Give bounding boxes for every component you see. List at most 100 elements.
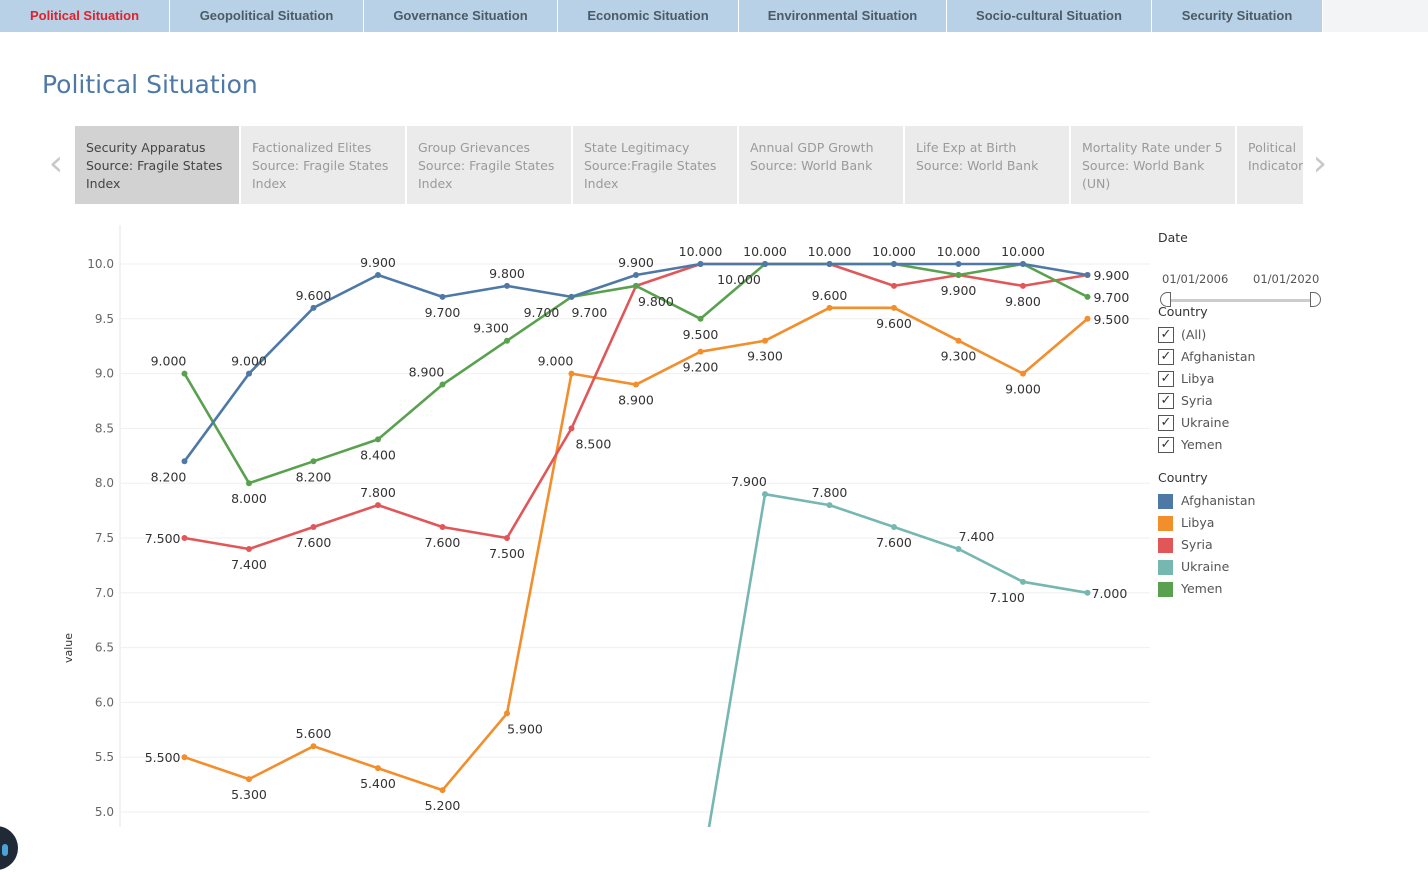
slider-handle-start[interactable]: [1160, 292, 1171, 307]
data-point-syria: [568, 425, 575, 432]
data-label-yemen: 9.700: [524, 305, 560, 320]
data-label-yemen: 8.400: [360, 447, 396, 462]
country-filter-label: Syria: [1181, 393, 1213, 408]
indicator-card-mortality-rate[interactable]: Mortality Rate under 5 Source: World Ban…: [1071, 126, 1235, 204]
chevron-right-icon[interactable]: ›: [1312, 143, 1328, 184]
data-point-afghanistan: [762, 261, 768, 267]
data-point-yemen: [504, 337, 510, 344]
y-tick-label: 6.5: [95, 641, 114, 655]
country-filter-title: Country: [1158, 304, 1208, 319]
data-point-libya: [181, 754, 188, 761]
checkbox-checked-icon[interactable]: ✓: [1158, 327, 1174, 343]
indicator-card-line: Index: [252, 176, 287, 191]
data-point-syria: [181, 535, 188, 541]
indicator-card-state-legitimacy[interactable]: State Legitimacy Source:Fragile States I…: [573, 126, 737, 204]
indicator-card-line: Life Exp at Birth: [916, 140, 1017, 155]
data-label-syria: 8.500: [576, 436, 612, 451]
data-label-syria: 7.600: [425, 535, 461, 550]
indicator-card-group-grievances[interactable]: Group Grievances Source: Fragile States …: [407, 126, 571, 204]
top-nav: Political Situation Geopolitical Situati…: [0, 0, 1428, 32]
tab-geopolitical-situation[interactable]: Geopolitical Situation: [170, 0, 364, 32]
checkbox-checked-icon[interactable]: ✓: [1158, 371, 1174, 387]
tab-socio-cultural-situation[interactable]: Socio-cultural Situation: [947, 0, 1152, 32]
data-point-ukraine: [826, 502, 833, 509]
tab-political-situation[interactable]: Political Situation: [0, 0, 170, 32]
data-point-ukraine: [1084, 589, 1091, 596]
data-label-ukraine: 7.800: [812, 485, 848, 500]
help-bubble-icon[interactable]: [0, 826, 18, 870]
legend-swatch: [1158, 559, 1173, 575]
data-point-afghanistan: [439, 293, 446, 300]
indicator-card-line: Index: [86, 176, 121, 191]
y-axis-label: value: [62, 633, 75, 663]
slider-track[interactable]: [1164, 299, 1316, 302]
data-label-syria: 7.500: [145, 531, 181, 546]
data-point-syria: [375, 502, 381, 509]
data-label-afghanistan: 10.000: [1001, 244, 1045, 259]
data-label-libya: 5.500: [145, 750, 181, 765]
legend-item-ukraine[interactable]: Ukraine: [1158, 556, 1338, 578]
indicator-card-factionalized-elites[interactable]: Factionalized Elites Source: Fragile Sta…: [241, 126, 405, 204]
data-label-libya: 9.200: [683, 360, 719, 375]
date-to-label: 01/01/2020: [1253, 272, 1320, 286]
checkbox-checked-icon[interactable]: ✓: [1158, 393, 1174, 409]
indicator-card-political-indicator[interactable]: Political Indicator: [1237, 126, 1303, 204]
tab-security-situation[interactable]: Security Situation: [1152, 0, 1323, 32]
y-tick-label: 7.5: [95, 531, 114, 545]
y-tick-label: 10.0: [87, 257, 114, 271]
legend-item-yemen[interactable]: Yemen: [1158, 578, 1338, 600]
y-tick-label: 7.0: [95, 586, 114, 600]
checkbox-checked-icon[interactable]: ✓: [1158, 437, 1174, 453]
country-filter-libya[interactable]: ✓ Libya: [1158, 368, 1338, 390]
y-tick-label: 9.5: [95, 312, 114, 326]
tab-economic-situation[interactable]: Economic Situation: [558, 0, 739, 32]
indicator-carousel: ‹ Security Apparatus Source: Fragile Sta…: [42, 126, 1342, 204]
data-label-libya: 8.900: [618, 393, 654, 408]
indicator-card-security-apparatus[interactable]: Security Apparatus Source: Fragile State…: [75, 126, 239, 204]
country-filter-ukraine[interactable]: ✓ Ukraine: [1158, 412, 1338, 434]
data-point-yemen: [697, 315, 704, 322]
checkbox-checked-icon[interactable]: ✓: [1158, 415, 1174, 431]
data-label-yemen: 9.500: [683, 327, 719, 342]
y-tick-label: 5.0: [95, 805, 114, 819]
data-point-yemen: [375, 436, 381, 443]
tab-governance-situation[interactable]: Governance Situation: [364, 0, 558, 32]
country-filter-yemen[interactable]: ✓ Yemen: [1158, 434, 1338, 456]
legend-item-syria[interactable]: Syria: [1158, 534, 1338, 556]
data-point-syria: [310, 524, 317, 531]
data-label-ukraine: 7.900: [731, 474, 767, 489]
indicator-card-life-exp-at-birth[interactable]: Life Exp at Birth Source: World Bank: [905, 126, 1069, 204]
data-label-ukraine: 7.600: [876, 535, 912, 550]
indicator-card-line: Source: World Bank: [750, 158, 873, 173]
legend-item-libya[interactable]: Libya: [1158, 512, 1338, 534]
indicator-card-annual-gdp-growth[interactable]: Annual GDP Growth Source: World Bank: [739, 126, 903, 204]
legend-item-afghanistan[interactable]: Afghanistan: [1158, 490, 1338, 512]
indicator-card-line: Mortality Rate under 5: [1082, 140, 1223, 155]
data-point-syria: [504, 535, 510, 541]
data-point-libya: [504, 710, 510, 717]
tab-environmental-situation[interactable]: Environmental Situation: [739, 0, 947, 32]
checkbox-checked-icon[interactable]: ✓: [1158, 349, 1174, 365]
indicator-card-line: Source: Fragile States: [86, 158, 223, 173]
data-point-afghanistan: [310, 304, 317, 311]
indicator-card-line: State Legitimacy: [584, 140, 690, 155]
data-point-libya: [697, 348, 704, 355]
legend-swatch: [1158, 581, 1173, 597]
slider-handle-end[interactable]: [1310, 292, 1321, 307]
data-label-afghanistan: 10.000: [679, 244, 723, 259]
country-filter-afghanistan[interactable]: ✓ Afghanistan: [1158, 346, 1338, 368]
data-point-yemen: [1084, 293, 1091, 300]
data-label-ukraine: 7.000: [1092, 586, 1128, 601]
country-filter-syria[interactable]: ✓ Syria: [1158, 390, 1338, 412]
data-label-syria: 9.900: [941, 283, 977, 298]
country-filter-label: Yemen: [1181, 437, 1223, 452]
country-filter-all[interactable]: ✓ (All): [1158, 324, 1338, 346]
indicator-card-line: Indicator: [1248, 158, 1303, 173]
indicator-card-line: Source: Fragile States: [418, 158, 555, 173]
data-label-afghanistan: 8.200: [151, 469, 187, 484]
chevron-left-icon[interactable]: ‹: [48, 143, 64, 184]
data-label-libya: 9.300: [941, 349, 977, 364]
indicator-card-line: Source: World Bank: [916, 158, 1039, 173]
data-point-yemen: [439, 381, 446, 388]
data-label-afghanistan: 10.000: [808, 244, 852, 259]
